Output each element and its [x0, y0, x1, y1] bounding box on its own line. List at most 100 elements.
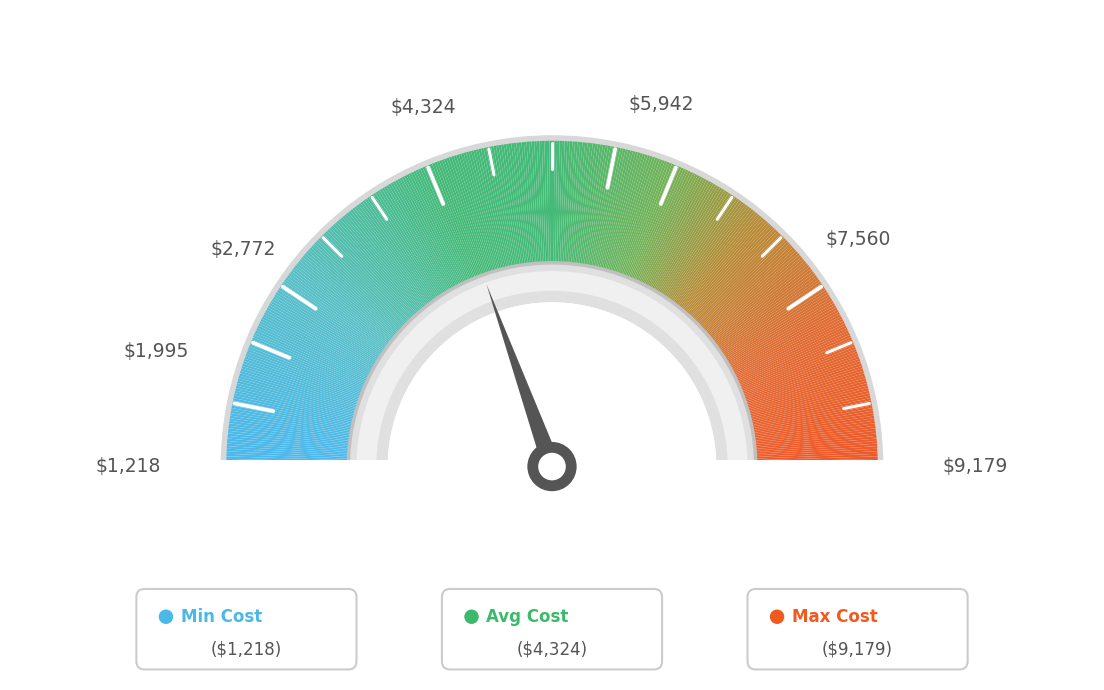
- Wedge shape: [755, 459, 881, 464]
- Circle shape: [528, 442, 576, 491]
- Wedge shape: [226, 417, 351, 438]
- Wedge shape: [384, 182, 449, 291]
- Wedge shape: [490, 144, 516, 266]
- Wedge shape: [713, 265, 814, 343]
- Wedge shape: [566, 139, 577, 264]
- Wedge shape: [728, 299, 836, 364]
- Wedge shape: [611, 152, 649, 272]
- Wedge shape: [754, 428, 879, 444]
- FancyBboxPatch shape: [747, 589, 967, 669]
- Wedge shape: [486, 144, 512, 267]
- Wedge shape: [521, 139, 534, 264]
- Wedge shape: [544, 138, 549, 263]
- Wedge shape: [376, 188, 444, 295]
- Wedge shape: [725, 295, 834, 362]
- Circle shape: [769, 609, 784, 624]
- Wedge shape: [257, 319, 370, 377]
- Wedge shape: [361, 198, 435, 301]
- Wedge shape: [370, 192, 440, 297]
- Wedge shape: [707, 253, 804, 335]
- Wedge shape: [670, 199, 745, 302]
- Wedge shape: [284, 275, 386, 349]
- Wedge shape: [327, 226, 414, 318]
- Wedge shape: [732, 313, 843, 373]
- Wedge shape: [351, 206, 428, 306]
- Wedge shape: [401, 174, 459, 286]
- Wedge shape: [440, 157, 485, 275]
- Wedge shape: [224, 444, 349, 454]
- Wedge shape: [254, 326, 368, 382]
- Wedge shape: [725, 293, 832, 360]
- Wedge shape: [729, 302, 838, 366]
- Wedge shape: [225, 426, 350, 442]
- Wedge shape: [316, 236, 407, 325]
- Wedge shape: [340, 213, 422, 310]
- Wedge shape: [607, 150, 644, 271]
- Wedge shape: [237, 370, 358, 408]
- Wedge shape: [332, 220, 417, 315]
- Wedge shape: [753, 408, 875, 431]
- Wedge shape: [556, 138, 562, 263]
- Wedge shape: [755, 435, 880, 449]
- Wedge shape: [751, 397, 873, 425]
- Wedge shape: [614, 153, 654, 273]
- Wedge shape: [390, 180, 453, 290]
- Wedge shape: [224, 438, 349, 451]
- Wedge shape: [285, 273, 388, 348]
- Wedge shape: [225, 433, 349, 447]
- Wedge shape: [321, 230, 411, 322]
- Wedge shape: [508, 141, 527, 265]
- Wedge shape: [347, 208, 426, 308]
- Wedge shape: [628, 162, 678, 278]
- Wedge shape: [712, 263, 811, 342]
- Text: Max Cost: Max Cost: [792, 608, 878, 626]
- Wedge shape: [405, 172, 463, 284]
- Text: Avg Cost: Avg Cost: [486, 608, 569, 626]
- Wedge shape: [680, 212, 762, 310]
- Wedge shape: [396, 176, 457, 287]
- Wedge shape: [312, 239, 404, 327]
- Wedge shape: [604, 149, 639, 270]
- FancyBboxPatch shape: [137, 589, 357, 669]
- Wedge shape: [255, 324, 369, 380]
- Text: Min Cost: Min Cost: [181, 608, 262, 626]
- Wedge shape: [744, 355, 862, 399]
- Wedge shape: [224, 451, 349, 459]
- Wedge shape: [730, 306, 840, 368]
- Wedge shape: [232, 393, 353, 422]
- Wedge shape: [227, 410, 351, 433]
- Wedge shape: [225, 431, 350, 446]
- Wedge shape: [235, 377, 355, 413]
- Wedge shape: [565, 139, 575, 264]
- Wedge shape: [701, 244, 795, 329]
- Wedge shape: [223, 459, 349, 464]
- Wedge shape: [753, 415, 877, 436]
- Wedge shape: [755, 456, 881, 462]
- Text: $1,995: $1,995: [124, 342, 189, 361]
- Wedge shape: [337, 217, 420, 313]
- Wedge shape: [596, 146, 626, 268]
- Wedge shape: [739, 334, 853, 386]
- Wedge shape: [436, 158, 481, 276]
- Wedge shape: [752, 400, 874, 427]
- Wedge shape: [478, 146, 508, 268]
- Wedge shape: [755, 453, 880, 460]
- Wedge shape: [261, 313, 372, 373]
- Wedge shape: [534, 139, 542, 263]
- Wedge shape: [615, 154, 656, 273]
- Wedge shape: [618, 156, 661, 275]
- Wedge shape: [380, 185, 447, 293]
- Wedge shape: [276, 286, 382, 356]
- Wedge shape: [750, 385, 871, 417]
- Wedge shape: [740, 341, 857, 390]
- Wedge shape: [379, 186, 446, 294]
- Wedge shape: [323, 229, 412, 320]
- Wedge shape: [754, 426, 879, 442]
- Wedge shape: [493, 143, 517, 266]
- Wedge shape: [482, 145, 511, 268]
- Wedge shape: [700, 239, 792, 327]
- Wedge shape: [739, 336, 854, 387]
- Wedge shape: [751, 395, 873, 424]
- Wedge shape: [559, 138, 565, 263]
- Wedge shape: [465, 149, 500, 270]
